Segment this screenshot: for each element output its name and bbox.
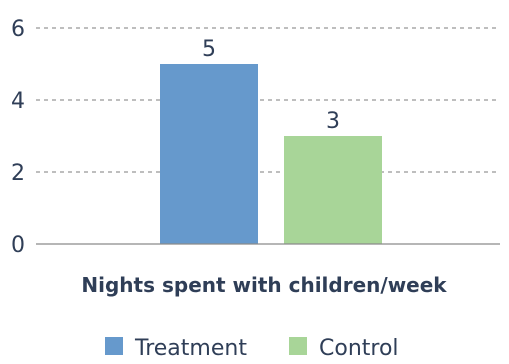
y-axis-ticks: 0 2 4 6 [11,17,25,258]
y-tick-label-0: 0 [11,233,25,258]
y-tick-label-2: 2 [11,161,25,186]
data-label-control: 3 [326,109,340,134]
data-labels: 53 [202,37,340,134]
legend-label-treatment: Treatment [134,336,247,360]
legend-swatch-treatment [105,337,123,355]
bar-control [284,136,382,244]
x-axis-title: Nights spent with children/week [81,273,447,297]
bar-treatment [160,64,258,244]
bars [160,64,382,244]
legend-label-control: Control [319,336,399,360]
y-tick-label-6: 6 [11,17,25,42]
gridlines [36,27,500,173]
y-tick-label-4: 4 [11,89,25,114]
data-label-treatment: 5 [202,37,216,62]
legend-swatch-control [289,337,307,355]
legend: Treatment Control [105,336,399,361]
